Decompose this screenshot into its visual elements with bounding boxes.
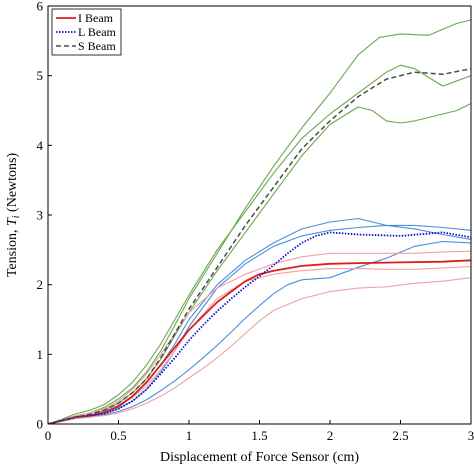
trial-trace-5 [48,64,471,424]
trial-trace-9 [48,250,471,424]
y-axis-title-main: Tension, [5,226,20,277]
ticks-layer: 0 0.5 1 1.5 2 2.5 3 0 1 2 3 4 5 6 [37,0,474,443]
x-tick-label: 0.5 [110,428,126,443]
series-s-beam [48,67,471,424]
y-axis-title-subscript: i [11,215,22,218]
x-tick-label: 2 [327,428,334,443]
series-l-beam [48,231,471,424]
y-tick-label: 6 [37,0,44,14]
y-tick-label: 0 [37,417,44,432]
legend: I Beam L Beam S Beam [51,8,122,56]
x-tick-label: 1.5 [251,428,267,443]
y-tick-label: 1 [37,347,44,362]
x-tick-label: 2.5 [392,428,408,443]
series-layer [48,19,471,424]
plot-area [48,6,471,424]
legend-label-i-beam: I Beam [78,11,114,25]
trial-trace-11 [48,277,471,424]
trial-trace-3 [48,19,471,424]
trial-trace-8 [48,240,471,424]
series-i-beam [48,259,471,424]
x-axis-title: Displacement of Force Sensor (cm) [160,450,359,465]
legend-label-l-beam: L Beam [78,25,117,39]
y-tick-label: 2 [37,277,44,292]
legend-label-s-beam: S Beam [78,39,116,53]
y-tick-label: 5 [37,68,44,83]
x-tick-label: 0 [45,428,52,443]
y-tick-label: 4 [37,138,44,153]
x-tick-label: 3 [468,428,474,443]
y-tick-label: 3 [37,208,44,223]
x-tick-label: 1 [186,428,193,443]
y-axis-title-symbol: T [5,217,20,226]
y-axis-title-unit: (Newtons) [5,153,20,216]
y-axis-title: Tension, Ti (Newtons) [5,153,22,278]
